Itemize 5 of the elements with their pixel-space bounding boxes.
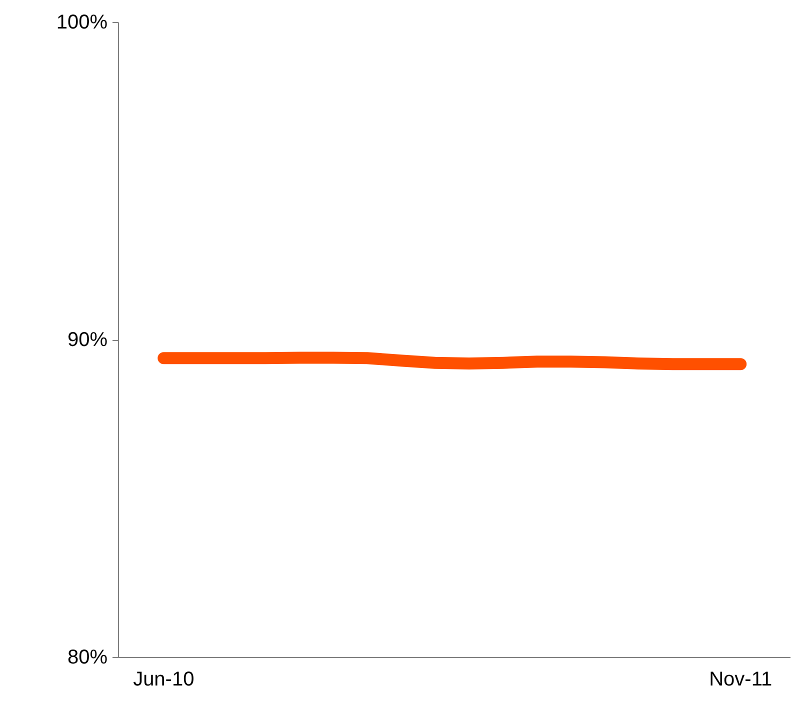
x-tick-label: Nov-11 <box>709 668 772 690</box>
y-tick-label: 100% <box>56 12 108 34</box>
y-tick-label: 90% <box>67 329 108 351</box>
y-tick-label: 80% <box>67 646 108 668</box>
x-tick-label: Jun-10 <box>133 668 194 690</box>
